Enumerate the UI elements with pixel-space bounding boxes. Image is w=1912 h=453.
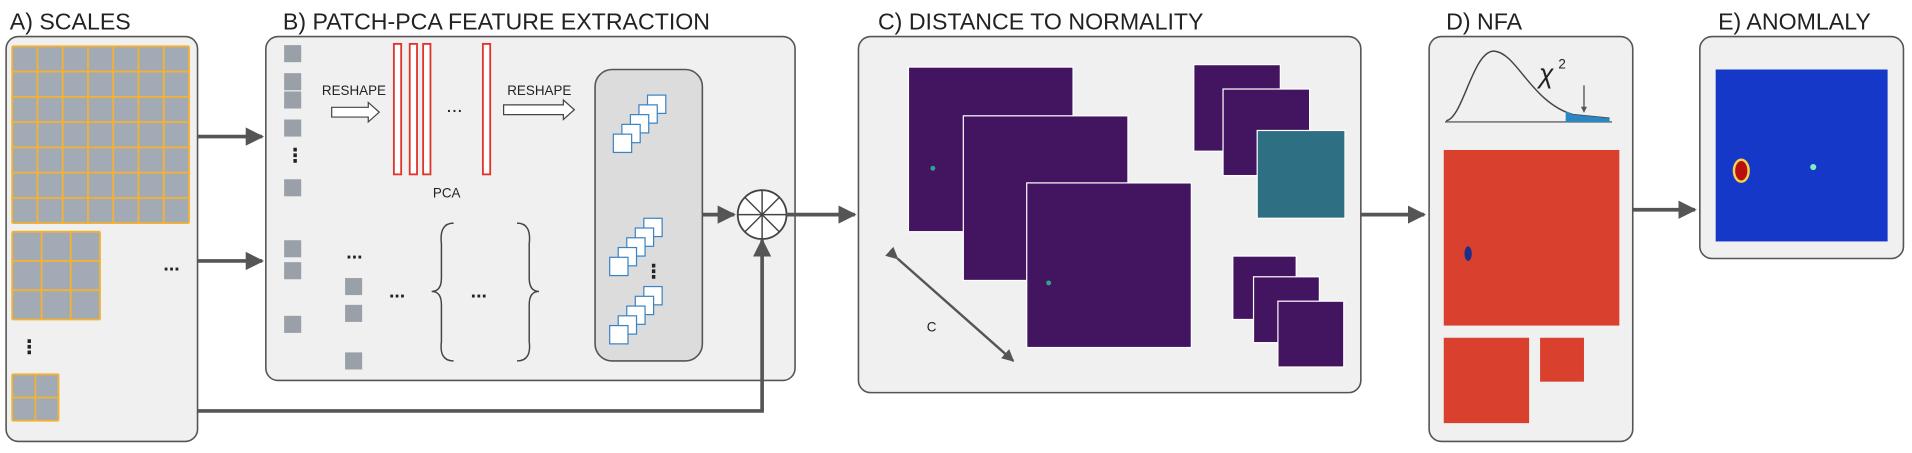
feature-vector <box>392 42 403 176</box>
label: ⋮ <box>20 337 39 359</box>
brace <box>516 222 540 362</box>
image-square <box>284 240 302 258</box>
panel-title: E) ANOMLALY <box>1718 8 1871 34</box>
panel-title: D) NFA <box>1446 8 1522 34</box>
image-square <box>1026 182 1192 349</box>
image-square <box>612 133 633 154</box>
image-square <box>345 278 363 296</box>
image-square <box>345 352 363 370</box>
density-curve <box>1445 50 1610 122</box>
spot <box>1046 280 1052 286</box>
brace <box>431 222 454 362</box>
hollow-arrow <box>502 98 576 121</box>
texture-image <box>12 46 190 224</box>
image-square <box>1443 149 1620 326</box>
image-square <box>345 304 363 322</box>
feature-vector <box>422 42 432 176</box>
panel-title: A) SCALES <box>10 8 131 34</box>
panel-title: C) DISTANCE TO NORMALITY <box>878 8 1204 34</box>
texture-image <box>12 231 100 320</box>
spot <box>1810 164 1817 171</box>
image-square <box>284 91 302 109</box>
label: 2 <box>1558 56 1565 71</box>
spot <box>930 165 936 171</box>
label: ⋮ <box>644 261 663 283</box>
image-square <box>1277 300 1345 368</box>
image-square <box>609 324 629 345</box>
spot <box>1464 246 1472 261</box>
label: ... <box>389 281 405 303</box>
image-square <box>1715 69 1888 242</box>
image-square <box>1256 129 1346 219</box>
image-square <box>284 119 302 137</box>
image-square <box>609 256 629 277</box>
image-square <box>284 73 302 91</box>
label: ... <box>446 95 462 117</box>
tail-area <box>1565 110 1610 122</box>
image-square <box>284 45 302 63</box>
image-square <box>284 262 302 280</box>
image-square <box>284 179 302 197</box>
label: C <box>927 320 937 335</box>
label: PCA <box>433 186 461 201</box>
hollow-arrow <box>331 101 381 124</box>
aggregation-cross <box>744 196 780 233</box>
label: χ <box>1537 59 1554 89</box>
label: ... <box>163 254 179 276</box>
feature-vector <box>481 42 492 176</box>
label: RESHAPE <box>322 83 386 98</box>
feature-vector <box>408 42 418 176</box>
panel-title: B) PATCH-PCA FEATURE EXTRACTION <box>283 8 710 34</box>
label: ... <box>346 242 362 264</box>
label: ⋮ <box>285 145 305 167</box>
image-square <box>1443 337 1530 424</box>
channels-arrow <box>885 246 1015 362</box>
image-square <box>1540 337 1584 382</box>
image-square <box>284 315 302 333</box>
label: ... <box>471 281 487 303</box>
anomaly <box>1732 158 1750 183</box>
arrow <box>197 238 772 413</box>
label: RESHAPE <box>507 83 571 98</box>
